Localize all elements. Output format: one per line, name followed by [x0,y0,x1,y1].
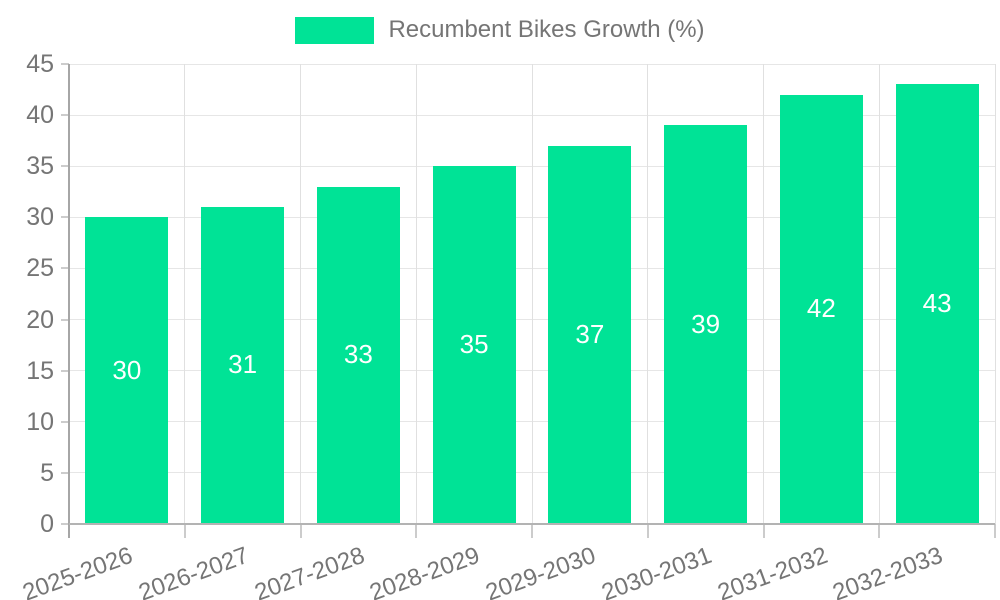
y-axis-tick [61,114,69,117]
bar[interactable]: 37 [548,145,632,524]
bar-value-label: 35 [459,329,489,360]
gridline-vertical [184,64,186,524]
y-axis-label: 25 [26,254,54,283]
x-axis-tick [994,524,996,538]
gridline-vertical [647,64,649,524]
y-axis-label: 45 [26,50,54,78]
x-axis-tick [646,524,649,538]
y-axis-label: 20 [26,305,54,334]
x-axis-tick [415,524,418,538]
y-axis-tick [61,318,69,321]
y-axis-tick [61,471,69,474]
y-axis-tick [61,63,69,65]
y-axis-tick [61,369,69,372]
gridline-vertical [763,64,764,524]
gridline-vertical [878,64,880,524]
bar-value-label: 42 [806,293,836,324]
x-axis-label: 2029-2030 [482,541,600,600]
legend-swatch[interactable] [295,17,375,44]
x-axis-tick [299,524,302,538]
bar[interactable]: 33 [316,186,400,524]
x-axis-tick [878,524,881,538]
legend-label: Recumbent Bikes Growth (%) [388,16,705,44]
x-axis-label: 2027-2028 [250,541,368,600]
y-axis-tick [61,523,69,525]
gridline-vertical [415,64,417,524]
y-axis-label: 35 [26,152,54,181]
y-axis-label: 5 [40,458,54,487]
x-axis-label: 2028-2029 [366,541,484,600]
bar[interactable]: 35 [432,166,516,524]
x-axis-label: 2025-2026 [19,541,137,600]
y-axis-tick [61,267,69,270]
bar[interactable]: 30 [85,217,169,524]
x-axis-tick [762,524,765,538]
gridline-vertical [531,64,533,524]
y-axis-line [68,64,70,538]
y-axis-label: 0 [40,510,54,538]
x-axis-label: 2032-2033 [829,541,947,600]
bar-value-label: 37 [575,318,605,349]
bar-value-label: 31 [228,349,258,380]
bar[interactable]: 39 [664,125,748,524]
y-axis-tick [61,420,69,423]
y-axis-tick [61,165,69,168]
bar-value-label: 43 [922,288,952,319]
bar-value-label: 33 [343,339,373,370]
y-axis-label: 15 [26,356,54,385]
bar[interactable]: 31 [201,207,285,524]
bar[interactable]: 43 [895,84,979,524]
x-axis-tick [183,524,186,538]
bar-value-label: 39 [691,308,721,339]
legend[interactable]: Recumbent Bikes Growth (%) [0,16,1000,44]
y-axis-label: 10 [26,407,54,436]
x-axis-tick [531,524,533,538]
y-axis-label: 40 [26,101,54,130]
x-axis-line [69,523,995,525]
bar-value-label: 30 [112,354,142,385]
gridline-vertical [300,64,301,524]
y-axis-tick [61,216,69,219]
gridline-vertical [994,64,996,524]
x-axis-label: 2030-2031 [597,541,716,600]
x-axis-label: 2026-2027 [134,541,253,600]
x-axis-label: 2031-2032 [713,541,831,600]
y-axis-label: 30 [26,203,54,232]
bar[interactable]: 42 [779,94,863,524]
